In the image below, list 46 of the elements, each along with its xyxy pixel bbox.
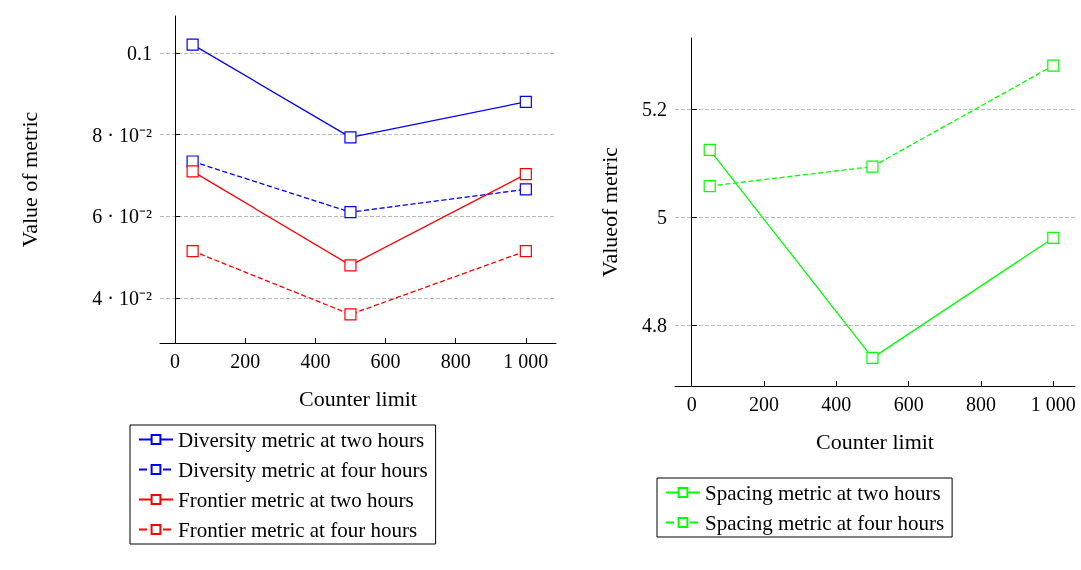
point	[519, 168, 532, 181]
y-axis-title: Value of metric	[16, 111, 42, 248]
y-tick-label: 4.8	[642, 313, 667, 336]
x-axis-title: Counter limit	[816, 428, 934, 454]
point	[344, 131, 357, 144]
point	[866, 160, 879, 173]
y-tick-label: 8 · 10⁻²	[92, 123, 152, 146]
y-tick-label: 0.1	[127, 41, 152, 64]
x-tick-label: 0	[170, 350, 181, 372]
legend-label: Frontier metric at two hours	[178, 487, 414, 512]
legend-label: Spacing metric at four hours	[705, 510, 945, 535]
legend-label: Diversity metric at four hours	[178, 457, 428, 482]
y-tick-label: 5.2	[642, 97, 667, 120]
x-tick-label: 400	[821, 393, 852, 415]
point	[519, 244, 532, 258]
x-tick-label: 0	[686, 393, 697, 415]
x-tick-label: 600	[893, 393, 924, 415]
x-tick-label: 1 000	[503, 350, 549, 372]
y-tick-label: 6 · 10⁻²	[92, 205, 152, 228]
point	[1047, 59, 1060, 72]
point	[186, 165, 199, 178]
point	[344, 308, 357, 321]
point	[866, 351, 879, 364]
legend-label: Diversity metric at two hours	[178, 427, 425, 452]
point	[519, 95, 532, 108]
x-tick-label: 400	[300, 350, 331, 372]
point	[703, 143, 716, 156]
x-tick-label: 200	[748, 393, 779, 415]
y-tick-label: 4 · 10⁻²	[92, 287, 152, 310]
x-tick-label: 200	[230, 350, 261, 372]
point	[703, 179, 716, 193]
x-tick-label: 800	[440, 350, 471, 372]
point	[186, 38, 199, 51]
y-tick-label: 5	[657, 205, 667, 228]
y-axis-title: Valueof metric	[596, 146, 622, 278]
point	[186, 244, 199, 258]
point	[1047, 231, 1060, 245]
point	[344, 259, 357, 272]
x-tick-label: 1 000	[1030, 393, 1076, 415]
point	[519, 183, 532, 196]
legend-label: Spacing metric at two hours	[705, 480, 941, 505]
point	[344, 206, 357, 219]
x-tick-label: 600	[370, 350, 401, 372]
x-axis-title: Counter limit	[299, 385, 417, 411]
x-tick-label: 800	[965, 393, 996, 415]
legend-label: Frontier metric at four hours	[178, 517, 418, 542]
